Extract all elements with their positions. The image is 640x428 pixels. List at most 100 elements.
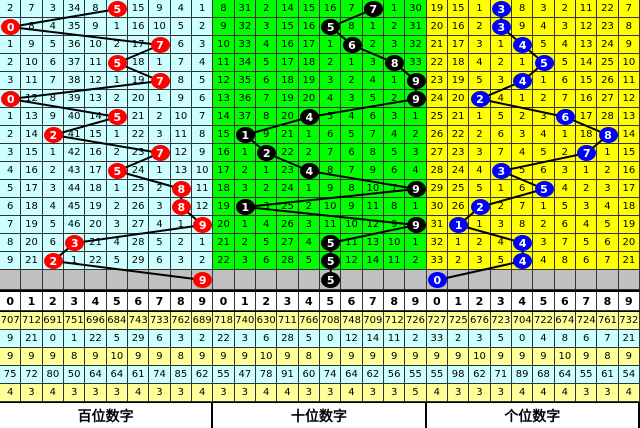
omission-cell: 1	[0, 108, 22, 126]
omission-cell: 7	[256, 90, 278, 108]
stat-cell: 3	[448, 384, 470, 402]
omission-cell: 21	[277, 126, 299, 144]
prediction-cell	[576, 270, 598, 290]
stat-cell: 718	[213, 312, 235, 330]
winning-number-ball: 2	[43, 253, 63, 269]
omission-cell: 33	[405, 54, 427, 72]
omission-cell: 6	[42, 234, 64, 252]
stat-cell: 676	[469, 312, 491, 330]
omission-cell: 32	[426, 234, 448, 252]
omission-cell: 19	[213, 198, 235, 216]
omission-cell: 6	[533, 162, 555, 180]
omission-cell: 1	[512, 90, 534, 108]
omission-cell: 1	[597, 144, 619, 162]
omission-cell: 21	[128, 108, 150, 126]
omission-cell: 2	[0, 126, 22, 144]
stat-cell: 55	[213, 366, 235, 384]
omission-cell: 4	[42, 198, 64, 216]
stat-cell: 91	[277, 366, 299, 384]
omission-cell: 7	[554, 90, 576, 108]
winning-number-ball: 2	[43, 127, 63, 143]
omission-cell: 13	[213, 90, 235, 108]
omission-cell: 17	[128, 36, 150, 54]
omission-cell: 9	[85, 18, 107, 36]
omission-cell: 2	[554, 144, 576, 162]
prediction-cell	[234, 270, 256, 290]
omission-cell: 6	[256, 72, 278, 90]
omission-cell: 10	[341, 216, 363, 234]
omission-cell: 6	[149, 252, 171, 270]
omission-cell: 2	[234, 234, 256, 252]
omission-cell: 1	[469, 0, 491, 18]
omission-cell: 8	[362, 144, 384, 162]
omission-cell: 4	[554, 180, 576, 198]
omission-cell: 1	[362, 18, 384, 36]
omission-cell: 5	[0, 180, 22, 198]
stat-cell: 64	[106, 366, 128, 384]
stat-cell: 724	[576, 312, 598, 330]
omission-cell: 1	[448, 234, 470, 252]
omission-cell: 6	[362, 108, 384, 126]
stat-cell: 55	[405, 366, 427, 384]
prediction-cell	[42, 270, 64, 290]
omission-cell: 6	[192, 90, 214, 108]
omission-cell: 9	[384, 216, 406, 234]
omission-cell: 3	[42, 180, 64, 198]
prediction-cell	[512, 270, 534, 290]
omission-cell: 2	[533, 90, 555, 108]
stat-cell: 8	[64, 348, 86, 366]
prediction-cell	[618, 270, 640, 290]
omission-cell: 22	[448, 126, 470, 144]
omission-cell: 16	[618, 162, 640, 180]
omission-cell: 3	[0, 72, 22, 90]
stat-cell: 9	[192, 348, 214, 366]
omission-cell: 4	[576, 216, 598, 234]
stat-cell: 3	[469, 330, 491, 348]
omission-cell: 34	[64, 0, 86, 18]
prediction-ball: 0	[427, 272, 447, 288]
omission-cell: 24	[128, 162, 150, 180]
omission-cell: 10	[320, 198, 342, 216]
stat-cell: 3	[362, 384, 384, 402]
prediction-cell	[448, 270, 470, 290]
omission-cell: 28	[597, 108, 619, 126]
omission-cell: 20	[618, 234, 640, 252]
omission-cell: 7	[384, 180, 406, 198]
stat-cell: 708	[320, 312, 342, 330]
winning-number-ball: 9	[406, 73, 426, 89]
stat-cell: 3	[298, 384, 320, 402]
omission-cell: 15	[298, 0, 320, 18]
omission-cell: 1	[554, 126, 576, 144]
stat-cell: 4	[341, 384, 363, 402]
digit-header: 6	[341, 292, 363, 311]
omission-cell: 3	[42, 0, 64, 18]
omission-cell: 15	[21, 144, 43, 162]
stat-cell: 12	[341, 330, 363, 348]
stat-cell: 89	[512, 366, 534, 384]
stat-cell: 9	[576, 348, 598, 366]
omission-cell: 15	[213, 126, 235, 144]
omission-cell: 19	[426, 0, 448, 18]
omission-cell: 41	[64, 126, 86, 144]
digit-header: 4	[85, 292, 107, 311]
winning-number-ball: 9	[406, 91, 426, 107]
omission-cell: 22	[213, 252, 235, 270]
omission-cell: 15	[128, 0, 150, 18]
omission-cell: 4	[42, 18, 64, 36]
stat-cell: 9	[213, 348, 235, 366]
omission-cell: 31	[234, 0, 256, 18]
omission-cell: 2	[320, 54, 342, 72]
omission-cell: 24	[448, 162, 470, 180]
omission-cell: 28	[277, 252, 299, 270]
stat-cell: 61	[128, 366, 150, 384]
stat-cell: 64	[85, 366, 107, 384]
omission-cell: 7	[42, 72, 64, 90]
digit-header: 3	[490, 292, 512, 311]
omission-cell: 5	[149, 234, 171, 252]
omission-cell: 2	[405, 252, 427, 270]
omission-cell: 17	[576, 108, 598, 126]
stat-cell: 98	[448, 366, 470, 384]
omission-cell: 3	[149, 198, 171, 216]
omission-cell: 4	[320, 90, 342, 108]
stat-cell: 47	[234, 366, 256, 384]
